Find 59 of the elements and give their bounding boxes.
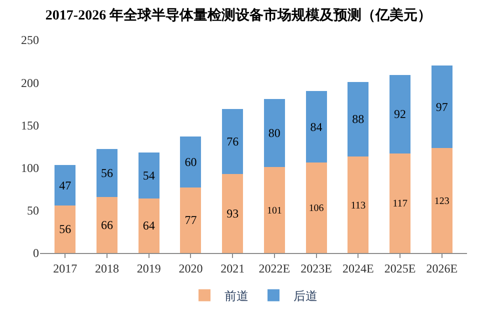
bar — [138, 152, 160, 198]
bar — [431, 148, 452, 253]
data-label: 56 — [100, 166, 113, 180]
x-tick-label: 2024E — [342, 261, 374, 276]
bar — [264, 166, 285, 253]
data-label: 47 — [59, 178, 72, 192]
data-label: 88 — [352, 112, 364, 126]
bar — [180, 187, 202, 253]
data-label: 101 — [266, 205, 282, 216]
bar — [180, 136, 202, 188]
bar — [390, 74, 410, 154]
bar — [138, 198, 160, 253]
x-tick-label: 2022E — [258, 261, 290, 276]
bar — [54, 205, 76, 253]
data-label: 56 — [59, 222, 72, 236]
x-tick-label: 2021 — [220, 261, 245, 276]
chart-title: 2017-2026 年全球半导体量检测设备市场规模及预测（亿美元） — [45, 6, 432, 24]
y-tick-label: 150 — [21, 118, 39, 132]
data-label: 123 — [434, 196, 450, 207]
bar — [431, 66, 452, 148]
y-tick-label: 0 — [33, 246, 39, 260]
data-label: 54 — [142, 168, 155, 182]
bar — [306, 162, 327, 253]
x-tick-label: 2025E — [384, 261, 416, 276]
data-label: 92 — [394, 107, 406, 122]
y-tick-label: 250 — [21, 33, 39, 48]
bar — [222, 174, 244, 253]
bar — [390, 153, 410, 253]
x-tick-label: 2020 — [178, 261, 203, 276]
data-label: 117 — [392, 198, 408, 210]
bar — [96, 149, 118, 197]
bar — [222, 109, 244, 174]
x-tick-label: 2017 — [53, 261, 78, 276]
legend-label: 前道 — [224, 288, 248, 303]
bar — [96, 196, 118, 253]
x-tick-label: 2018 — [94, 261, 119, 276]
data-label: 113 — [350, 200, 366, 212]
data-label: 106 — [308, 203, 324, 214]
bar — [348, 156, 369, 253]
bar — [264, 98, 285, 167]
data-label: 97 — [436, 100, 448, 114]
bar — [54, 165, 76, 206]
data-label: 60 — [184, 154, 197, 169]
x-tick-label: 2023E — [300, 261, 332, 276]
data-label: 93 — [226, 206, 239, 220]
bar — [306, 91, 327, 163]
data-label: 84 — [310, 120, 322, 134]
y-tick-label: 200 — [21, 76, 39, 90]
y-tick-label: 50 — [27, 204, 39, 218]
legend-label: 后道 — [294, 288, 318, 303]
data-label: 64 — [142, 218, 155, 233]
data-label: 76 — [226, 134, 239, 148]
data-label: 66 — [100, 218, 113, 232]
bar — [348, 82, 369, 157]
data-label: 80 — [268, 126, 280, 140]
x-tick-label: 2019 — [136, 261, 161, 276]
x-tick-label: 2026E — [426, 261, 458, 276]
y-tick-label: 100 — [21, 161, 39, 175]
data-label: 77 — [184, 213, 197, 228]
